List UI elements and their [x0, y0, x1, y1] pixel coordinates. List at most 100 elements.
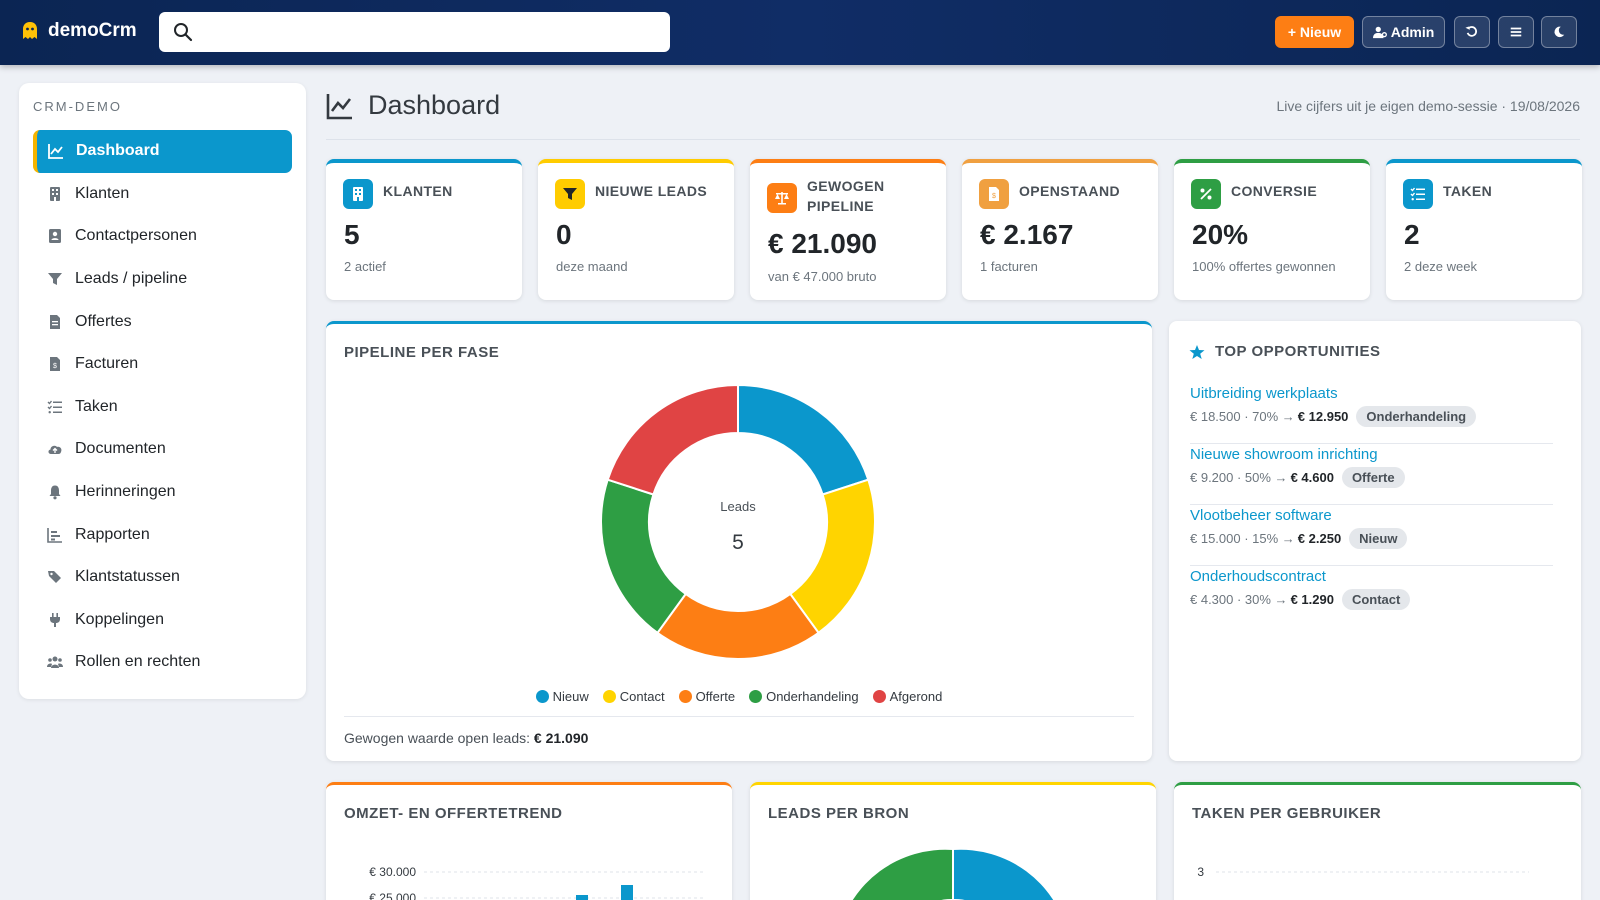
sidebar-item-klanten[interactable]: Klanten [33, 173, 292, 216]
kpi-label: GEWOGEN PIPELINE [807, 178, 885, 214]
opportunity-amount: € 15.000 · 15% → [1190, 531, 1295, 546]
sidebar-item-label: Dashboard [76, 142, 160, 160]
legend-item[interactable]: Contact [602, 689, 665, 704]
building-icon [50, 186, 60, 201]
kpi-card-conversie[interactable]: CONVERSIE 20% 100% offertes gewonnen [1174, 159, 1370, 300]
pipeline-donut-chart: Leads 5 [600, 383, 876, 660]
dark-mode-button[interactable] [1541, 16, 1577, 48]
donut-slice-afgerond[interactable] [606, 383, 739, 496]
sidebar-item-label: Contactpersonen [75, 227, 197, 245]
legend-label: Afgerond [889, 689, 943, 704]
sidebar-item-label: Klantstatussen [75, 568, 180, 586]
sidebar-item-rapporten[interactable]: Rapporten [33, 513, 292, 556]
opportunity-detail: € 15.000 · 15% → € 2.250 Nieuw [1190, 528, 1553, 549]
sidebar-item-offertes[interactable]: Offertes [33, 300, 292, 343]
y-tick-label: € 30.000 [369, 865, 416, 879]
y-tick-label: 3 [1197, 865, 1204, 879]
sidebar-heading: CRM-DEMO [33, 99, 122, 114]
kpi-card-taken[interactable]: TAKEN 2 2 deze week [1386, 159, 1582, 300]
opportunity-list: Uitbreiding werkplaats € 18.500 · 70% → … [1190, 383, 1553, 627]
sidebar-item-rollen[interactable]: Rollen en rechten [33, 641, 292, 684]
page-title: Dashboard [326, 90, 500, 121]
opportunity-weighted: € 1.290 [1290, 592, 1334, 607]
sidebar-item-facturen[interactable]: $ Facturen [33, 343, 292, 386]
percent-icon [1200, 188, 1212, 200]
legend-label: Contact [619, 689, 665, 704]
legend-item[interactable]: Onderhandeling [749, 689, 859, 704]
top-opportunities-panel: TOP OPPORTUNITIES Uitbreiding werkplaats… [1169, 321, 1581, 761]
document-icon [50, 314, 60, 329]
page-subtitle: Live cijfers uit je eigen demo-sessie · … [1276, 98, 1580, 114]
sidebar-item-koppelingen[interactable]: Koppelingen [33, 599, 292, 642]
user-gear-icon [1372, 26, 1387, 39]
opportunity-weighted: € 12.950 [1297, 409, 1349, 424]
legend-item[interactable]: Offerte [678, 689, 735, 704]
sidebar-item-klantstatussen[interactable]: Klantstatussen [33, 556, 292, 599]
sidebar-item-label: Herinneringen [75, 483, 176, 501]
sidebar-item-label: Rollen en rechten [75, 653, 201, 671]
header-divider [326, 139, 1580, 140]
bar-chart-icon [47, 527, 62, 543]
kpi-icon-box [555, 179, 585, 209]
top-opportunities-title: TOP OPPORTUNITIES [1215, 343, 1381, 360]
admin-button[interactable]: Admin [1362, 16, 1445, 48]
search-input[interactable] [203, 12, 663, 52]
sidebar-item-taken[interactable]: Taken [33, 386, 292, 429]
sidebar-item-leads[interactable]: Leads / pipeline [33, 258, 292, 301]
legend-item[interactable]: Nieuw [535, 689, 589, 704]
bar [576, 895, 588, 900]
reset-button[interactable] [1454, 16, 1490, 48]
legend-item[interactable]: Afgerond [872, 689, 943, 704]
list-item: Vlootbeheer software € 15.000 · 15% → € … [1190, 505, 1553, 566]
new-button[interactable]: + Nieuw [1275, 16, 1354, 48]
list-item: Uitbreiding werkplaats € 18.500 · 70% → … [1190, 383, 1553, 444]
donut-slice-nieuw[interactable] [737, 383, 870, 496]
pipeline-footer-label: Gewogen waarde open leads: [344, 730, 531, 746]
opportunity-link[interactable]: Nieuwe showroom inrichting [1190, 446, 1378, 463]
sidebar-item-documenten[interactable]: Documenten [33, 428, 292, 471]
kpi-icon-box [1403, 179, 1433, 209]
stage-badge: Contact [1341, 589, 1411, 610]
sidebar-item-label: Taken [75, 397, 118, 415]
scale-icon [775, 192, 789, 205]
kpi-card-nieuwe-leads[interactable]: NIEUWE LEADS 0 deze maand [538, 159, 734, 300]
funnel-icon [563, 188, 577, 200]
pipeline-footer-value: € 21.090 [533, 730, 589, 746]
funnel-icon [48, 273, 62, 286]
donut-slice-onderhandeling[interactable] [600, 478, 688, 635]
kpi-card-gewogen-pipeline[interactable]: GEWOGEN PIPELINE € 21.090 van € 47.000 b… [750, 159, 946, 300]
kpi-value: € 2.167 [980, 219, 1074, 250]
sidebar-item-label: Koppelingen [75, 610, 164, 628]
hamburger-icon [1510, 27, 1522, 37]
list-item: Nieuwe showroom inrichting € 9.200 · 50%… [1190, 444, 1553, 505]
menu-button[interactable] [1498, 16, 1534, 48]
pie-slice [953, 849, 1054, 900]
opportunity-link[interactable]: Vlootbeheer software [1190, 507, 1332, 524]
leads-source-panel: LEADS PER BRON [750, 782, 1156, 900]
legend-swatch [872, 690, 886, 703]
donut-center-label: Leads [720, 499, 756, 514]
kpi-card-klanten[interactable]: KLANTEN 5 2 actief [326, 159, 522, 300]
app-brand[interactable]: demoCrm [22, 20, 137, 42]
top-opportunities-header: TOP OPPORTUNITIES [1189, 343, 1380, 360]
leads-source-chart [852, 849, 1054, 900]
list-item: Onderhoudscontract € 4.300 · 30% → € 1.2… [1190, 566, 1553, 627]
sidebar-item-label: Klanten [75, 184, 130, 202]
sidebar-item-herinneringen[interactable]: Herinneringen [33, 471, 292, 514]
kpi-card-openstaand[interactable]: $ OPENSTAAND € 2.167 1 facturen [962, 159, 1158, 300]
kpi-label: CONVERSIE [1231, 183, 1318, 199]
sidebar-item-dashboard[interactable]: Dashboard [33, 130, 292, 173]
opportunity-link[interactable]: Uitbreiding werkplaats [1190, 385, 1338, 402]
sidebar-item-label: Facturen [75, 355, 139, 373]
kpi-icon-box [767, 183, 797, 213]
pipeline-footer: Gewogen waarde open leads: € 21.090 [344, 730, 588, 746]
opportunity-detail: € 9.200 · 50% → € 4.600 Offerte [1190, 467, 1553, 488]
kpi-label: TAKEN [1443, 183, 1493, 199]
task-list-icon [1410, 187, 1425, 201]
sidebar-item-contactpersonen[interactable]: Contactpersonen [33, 215, 292, 258]
opportunity-link[interactable]: Onderhoudscontract [1190, 568, 1326, 585]
tasks-user-chart: 3 [1197, 865, 1529, 879]
legend-swatch [678, 690, 692, 703]
donut-slice-offerte[interactable] [656, 592, 820, 660]
ghost-logo-icon [23, 22, 37, 39]
